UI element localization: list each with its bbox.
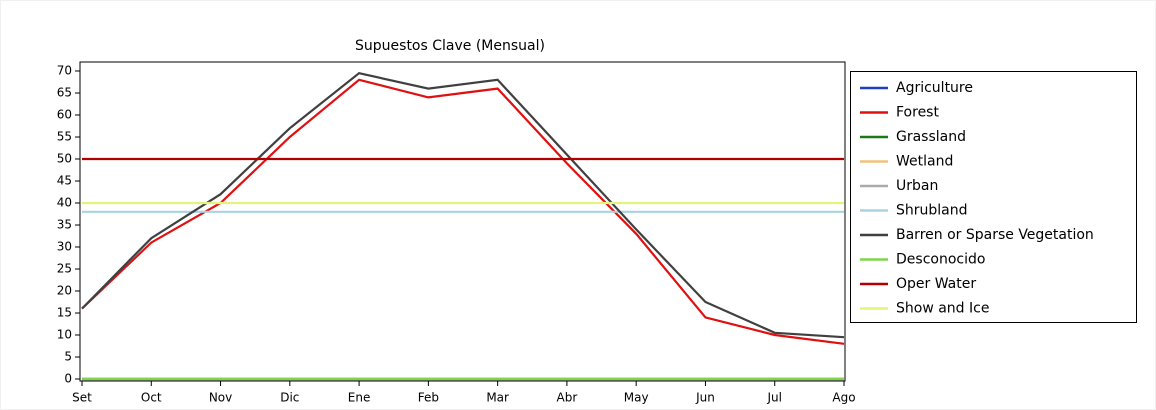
x-tick-label: Ago	[832, 391, 855, 405]
legend-label: Barren or Sparse Vegetation	[896, 227, 1094, 243]
x-tick-label: Feb	[418, 391, 439, 405]
legend-box	[850, 71, 1137, 323]
y-tick-label: 0	[64, 372, 72, 386]
legend-label: Show and Ice	[896, 301, 989, 317]
y-tick-label: 65	[57, 86, 72, 100]
y-tick-label: 50	[57, 152, 72, 166]
y-tick-label: 10	[57, 328, 72, 342]
legend-label: Oper Water	[896, 276, 976, 292]
y-tick-label: 60	[57, 108, 72, 122]
y-tick-label: 70	[57, 64, 72, 78]
legend-label: Agriculture	[896, 80, 973, 96]
y-tick-label: 55	[57, 130, 72, 144]
legend-label: Urban	[896, 178, 938, 194]
y-tick-label: 45	[57, 174, 72, 188]
series-line	[81, 72, 845, 339]
legend-label: Forest	[896, 105, 939, 121]
plot-frame	[79, 61, 846, 382]
x-tick-label: Nov	[209, 391, 232, 405]
y-tick-label: 25	[57, 262, 72, 276]
y-tick-label: 35	[57, 218, 72, 232]
legend-label: Grassland	[896, 129, 966, 145]
y-tick-label: 30	[57, 240, 72, 254]
y-tick-label: 5	[64, 350, 72, 364]
x-tick-label: Ene	[348, 391, 371, 405]
y-tick-label: 20	[57, 284, 72, 298]
legend-label: Shrubland	[896, 203, 968, 219]
x-tick-label: Oct	[141, 391, 162, 405]
legend-label: Desconocido	[896, 252, 985, 268]
x-tick-label: Mar	[486, 391, 509, 405]
y-tick-label: 40	[57, 196, 72, 210]
series-line	[81, 78, 845, 345]
x-tick-label: Jun	[695, 391, 715, 405]
chart-title: Supuestos Clave (Mensual)	[355, 38, 545, 54]
x-tick-label: Abr	[557, 391, 578, 405]
legend-label: Wetland	[896, 154, 953, 170]
y-tick-label: 15	[57, 306, 72, 320]
x-tick-label: Set	[72, 391, 92, 405]
x-tick-label: Jul	[766, 391, 781, 405]
x-tick-label: May	[624, 391, 649, 405]
x-tick-label: Dic	[280, 391, 299, 405]
